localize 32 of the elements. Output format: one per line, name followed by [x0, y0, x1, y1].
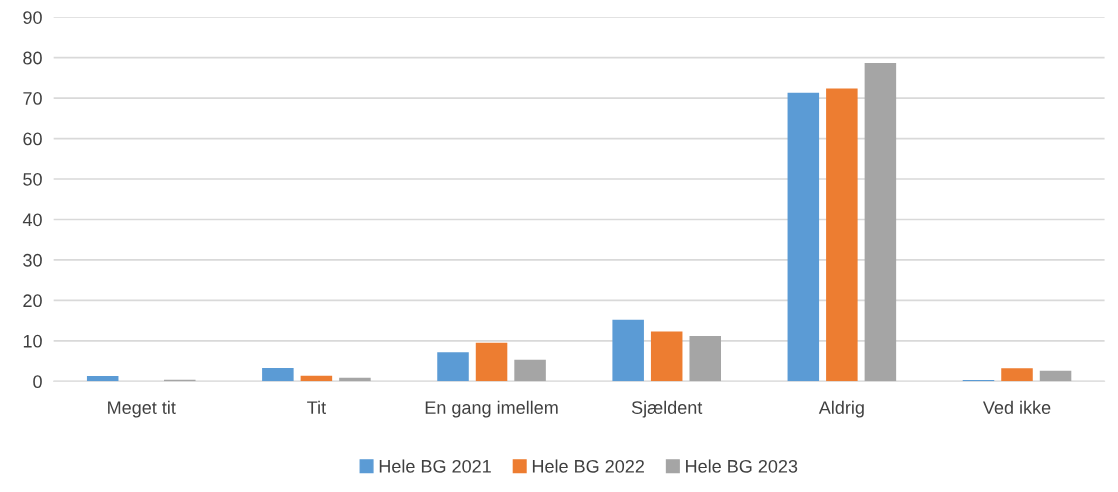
x-tick-label: Meget tit [108, 400, 176, 418]
bar [437, 352, 469, 382]
bar [86, 376, 119, 382]
bar [650, 331, 683, 382]
y-tick-label: 60 [23, 132, 42, 146]
x-tick-label: Ved ikke [982, 400, 1051, 415]
bar [864, 62, 897, 382]
bar [1039, 370, 1072, 382]
bar [475, 342, 508, 382]
legend-label: Hele BG 2023 [686, 459, 798, 473]
bar [1001, 368, 1033, 382]
legend-label: Hele BG 2022 [532, 459, 644, 473]
legend-label: Hele BG 2021 [379, 459, 491, 473]
bar [787, 92, 820, 382]
x-tick-label: Sjældent [631, 400, 703, 418]
y-tick-label: 0 [33, 375, 42, 389]
bar [514, 359, 546, 382]
bar [612, 319, 644, 382]
y-tick-label: 30 [23, 253, 42, 267]
bar [689, 335, 721, 382]
x-tick-label: Tit [307, 400, 326, 414]
y-tick-label: 20 [23, 294, 42, 308]
y-tick-label: 40 [22, 213, 42, 227]
y-tick-label: 70 [23, 92, 42, 105]
x-tick-label: Aldrig [818, 400, 864, 418]
x-tick-label: En gang imellem [425, 400, 558, 418]
bar [262, 367, 294, 382]
y-tick-label: 10 [23, 334, 42, 348]
bar [826, 88, 858, 382]
y-tick-label: 90 [23, 11, 42, 24]
y-tick-label: 50 [23, 172, 42, 186]
y-tick-label: 80 [23, 51, 42, 65]
